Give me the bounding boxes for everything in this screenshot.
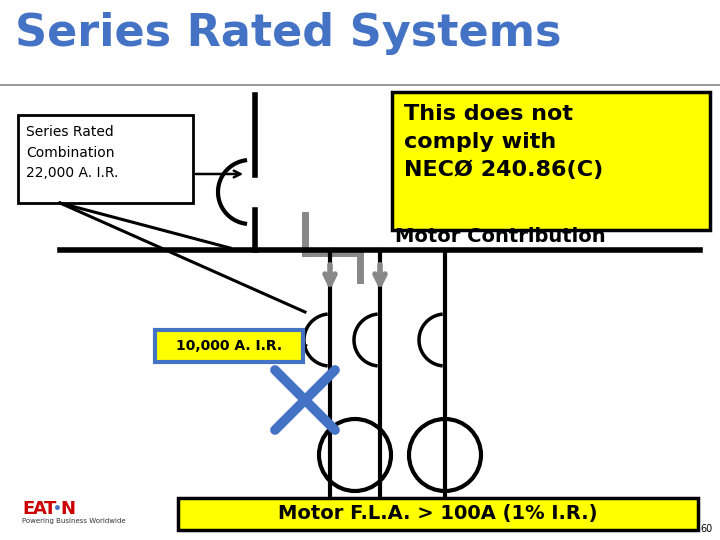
Bar [392, 92, 710, 230]
Text: •: • [53, 502, 62, 516]
Text: Powering Business Worldwide: Powering Business Worldwide [22, 518, 125, 524]
Text: T: T [44, 500, 56, 518]
Text: N: N [60, 500, 75, 518]
Bar [18, 115, 193, 203]
Text: E: E [22, 500, 35, 518]
Text: A: A [33, 500, 47, 518]
Bar [155, 330, 303, 362]
Text: 10,000 A. I.R.: 10,000 A. I.R. [176, 339, 282, 353]
Text: Motor F.L.A. > 100A (1% I.R.): Motor F.L.A. > 100A (1% I.R.) [278, 504, 598, 523]
Text: Series Rated
Combination
22,000 A. I.R.: Series Rated Combination 22,000 A. I.R. [26, 125, 118, 180]
Text: Series Rated Systems: Series Rated Systems [15, 12, 562, 55]
Text: Motor Contribution: Motor Contribution [395, 227, 606, 246]
Text: This does not
comply with
NECØ 240.86(C): This does not comply with NECØ 240.86(C) [404, 104, 603, 180]
Bar [178, 498, 698, 530]
Text: 60: 60 [701, 524, 713, 534]
